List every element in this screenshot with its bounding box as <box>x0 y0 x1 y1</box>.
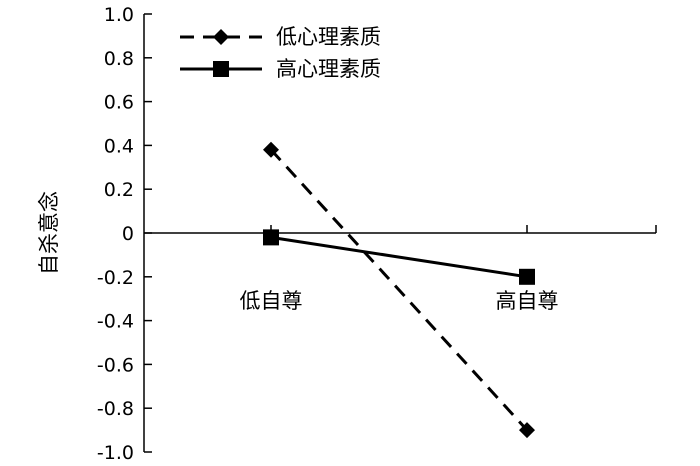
y-tick-label: 0.8 <box>104 48 134 70</box>
y-tick-label: 0.2 <box>104 179 134 201</box>
y-tick-label: 0.6 <box>104 92 134 114</box>
square-marker <box>519 268 535 285</box>
y-tick-label: -0.2 <box>97 267 134 289</box>
y-tick-label: -0.8 <box>97 398 134 420</box>
y-axis-ticks: 1.0 0.8 0.6 0.4 0.2 0 -0.2 -0.4 -0.6 -0.8 -1.0 <box>97 4 152 464</box>
axes <box>143 14 657 452</box>
y-tick-label: -0.6 <box>97 354 134 376</box>
diamond-marker <box>263 141 279 158</box>
y-axis-label: 自杀意念 <box>37 191 61 275</box>
diamond-marker <box>519 422 535 439</box>
series-line <box>269 148 529 432</box>
series-1 <box>263 141 535 439</box>
legend-diamond-marker <box>213 29 229 45</box>
series-2 <box>263 229 535 285</box>
x-category-labels: 低自尊 高自尊 <box>240 289 559 313</box>
legend-item-2: 高心理素质 <box>180 57 381 81</box>
x-category-label: 低自尊 <box>240 289 303 313</box>
y-tick-label: -1.0 <box>97 442 134 464</box>
y-tick-label: 1.0 <box>104 4 134 26</box>
y-tick-label: 0 <box>122 223 134 245</box>
y-tick-label: -0.4 <box>97 311 134 333</box>
series-line <box>270 235 528 279</box>
legend-square-marker <box>213 61 229 77</box>
y-tick-label: 0.4 <box>104 135 134 157</box>
legend-label: 高心理素质 <box>276 57 381 81</box>
square-marker <box>263 229 279 246</box>
series-layer <box>263 141 535 439</box>
legend-label: 低心理素质 <box>276 25 381 49</box>
legend-item-1: 低心理素质 <box>180 25 381 49</box>
x-category-label: 高自尊 <box>496 289 559 313</box>
